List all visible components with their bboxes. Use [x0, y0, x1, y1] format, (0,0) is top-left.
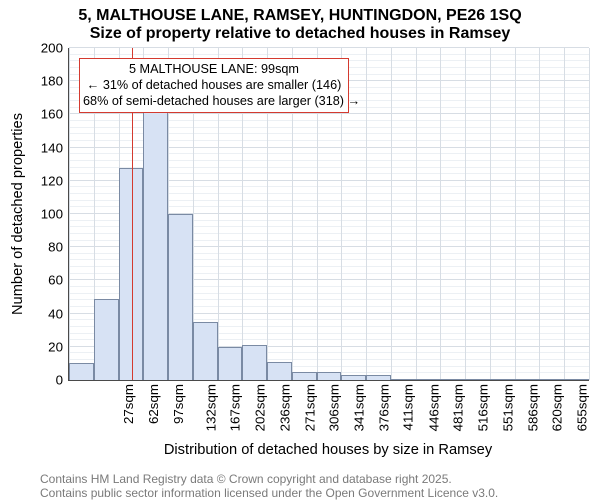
y-tick-label: 100	[41, 207, 69, 222]
x-tick-label: 132sqm	[199, 384, 218, 431]
x-tick-label: 690sqm	[595, 384, 600, 431]
histogram-bar	[119, 168, 144, 380]
histogram-bar	[143, 111, 168, 380]
x-tick-label: 167sqm	[224, 384, 243, 431]
footer-line-2: Contains public sector information licen…	[40, 486, 600, 500]
x-tick-label: 62sqm	[142, 384, 161, 424]
grid-major-v	[515, 48, 516, 380]
x-tick-label: 376sqm	[372, 384, 391, 431]
x-tick-label: 97sqm	[167, 384, 186, 424]
histogram-bar	[69, 363, 94, 380]
grid-major-v	[416, 48, 417, 380]
histogram-bar	[267, 362, 292, 380]
histogram-bar	[416, 379, 441, 380]
histogram-bar	[317, 372, 342, 380]
y-tick-label: 60	[48, 273, 69, 288]
x-tick-label: 236sqm	[273, 384, 292, 431]
grid-major-v	[564, 48, 565, 380]
x-tick-label: 202sqm	[249, 384, 268, 431]
y-tick-label: 80	[48, 240, 69, 255]
y-axis-label: Number of detached properties	[10, 113, 26, 315]
x-tick-label: 271sqm	[298, 384, 317, 431]
histogram-bar	[193, 322, 218, 380]
x-tick-label: 516sqm	[471, 384, 490, 431]
grid-major-v	[490, 48, 491, 380]
histogram-bar	[539, 379, 564, 380]
chart-title-line1: 5, MALTHOUSE LANE, RAMSEY, HUNTINGDON, P…	[0, 6, 600, 25]
grid-major-h	[69, 47, 589, 48]
histogram-bar	[440, 379, 465, 380]
annotation-line: 5 MALTHOUSE LANE: 99sqm	[83, 62, 345, 78]
histogram-bar	[94, 299, 119, 380]
annotation-line: ← 31% of detached houses are smaller (14…	[83, 78, 345, 94]
annotation-callout: 5 MALTHOUSE LANE: 99sqm← 31% of detached…	[79, 58, 349, 113]
histogram-bar	[490, 379, 515, 380]
plot-area: 02040608010012014016018020027sqm62sqm97s…	[68, 48, 589, 381]
y-tick-label: 140	[41, 140, 69, 155]
histogram-bar	[391, 379, 416, 380]
x-tick-label: 586sqm	[521, 384, 540, 431]
y-tick-label: 20	[48, 339, 69, 354]
histogram-bar	[218, 347, 243, 380]
x-tick-label: 655sqm	[571, 384, 590, 431]
x-tick-label: 341sqm	[348, 384, 367, 431]
x-tick-label: 27sqm	[117, 384, 136, 424]
footer-line-1: Contains HM Land Registry data © Crown c…	[40, 472, 600, 486]
x-tick-label: 306sqm	[323, 384, 342, 431]
y-tick-label: 40	[48, 306, 69, 321]
x-tick-label: 411sqm	[396, 384, 415, 430]
histogram-bar	[292, 372, 317, 380]
x-tick-label: 446sqm	[422, 384, 441, 431]
histogram-bar	[168, 214, 193, 380]
grid-minor-h	[69, 54, 589, 55]
histogram-bar	[366, 375, 391, 380]
y-tick-label: 200	[41, 41, 69, 56]
grid-major-v	[465, 48, 466, 380]
y-tick-label: 120	[41, 173, 69, 188]
y-tick-label: 180	[41, 74, 69, 89]
grid-major-v	[366, 48, 367, 380]
histogram-bar	[515, 379, 540, 380]
histogram-bar	[465, 379, 490, 380]
grid-major-v	[440, 48, 441, 380]
x-tick-label: 481sqm	[447, 384, 466, 431]
chart-title-line2: Size of property relative to detached ho…	[0, 24, 600, 43]
x-tick-label: 620sqm	[546, 384, 565, 431]
histogram-bar	[564, 379, 589, 380]
grid-major-v	[69, 48, 70, 380]
annotation-line: 68% of semi-detached houses are larger (…	[83, 94, 345, 110]
histogram-bar	[242, 345, 267, 380]
histogram-bar	[341, 375, 366, 380]
x-axis-label: Distribution of detached houses by size …	[164, 442, 492, 458]
y-tick-label: 160	[41, 107, 69, 122]
x-tick-label: 551sqm	[496, 384, 515, 431]
grid-major-v	[391, 48, 392, 380]
grid-major-v	[589, 48, 590, 380]
y-tick-label: 0	[56, 373, 69, 388]
grid-major-v	[539, 48, 540, 380]
chart-container: { "title": { "line1": "5, MALTHOUSE LANE…	[0, 0, 600, 500]
